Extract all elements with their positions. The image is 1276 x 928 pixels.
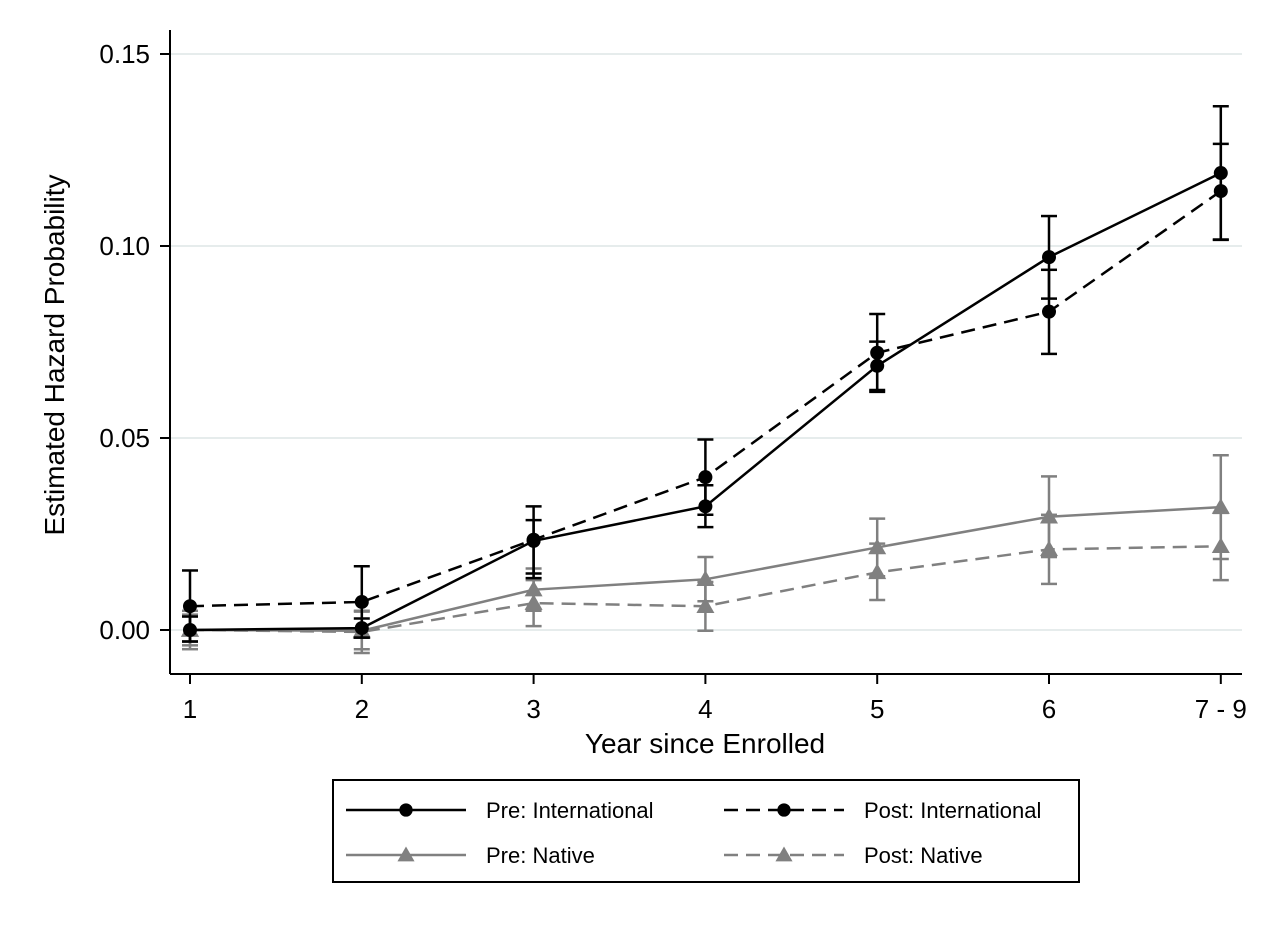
y-tick-label: 0.15 <box>99 39 150 69</box>
data-point <box>524 594 543 610</box>
data-point <box>868 563 887 580</box>
x-axis: 1 2 3 4 5 6 7 - 9 <box>170 673 1247 724</box>
legend-box <box>332 779 1080 883</box>
x-tick-label: 5 <box>870 694 884 724</box>
legend-item: Pre: Native <box>346 843 595 868</box>
data-point <box>696 597 715 613</box>
y-axis-title: Estimated Hazard Probability <box>39 174 70 535</box>
data-point <box>354 594 369 609</box>
y-tick-label: 0.10 <box>99 231 150 261</box>
legend-marker <box>775 846 793 862</box>
data-point <box>526 532 541 547</box>
data-point <box>1211 537 1230 554</box>
legend-marker <box>397 846 415 862</box>
legend-item: Pre: International <box>346 798 654 823</box>
x-tick-label: 4 <box>698 694 712 724</box>
legend-label: Post: Native <box>864 843 983 868</box>
legend-item: Post: International <box>724 798 1041 823</box>
series-post-international <box>182 142 1229 643</box>
series-line <box>189 190 1222 608</box>
x-tick-label: 1 <box>183 694 197 724</box>
y-tick-label: 0.00 <box>99 615 150 645</box>
data-point <box>1213 184 1228 199</box>
y-axis: 0.00 0.05 0.10 0.15 <box>99 30 171 674</box>
data-point <box>183 599 197 614</box>
legend-marker <box>777 803 791 817</box>
x-tick-label: 7 - 9 <box>1195 694 1247 724</box>
data-point <box>1040 540 1058 557</box>
legend-item: Post: Native <box>724 843 983 868</box>
x-tick-label: 3 <box>526 694 540 724</box>
data-point <box>1042 304 1056 319</box>
legend: Pre: International Post: International Pre… <box>332 779 1080 883</box>
legend-label: Post: International <box>864 798 1041 823</box>
x-tick-label: 6 <box>1042 694 1056 724</box>
data-point <box>1211 498 1230 514</box>
legend-label: Pre: International <box>486 798 654 823</box>
legend-marker <box>399 803 413 817</box>
plot-area <box>181 104 1230 655</box>
x-axis-title: Year since Enrolled <box>585 728 825 759</box>
data-point <box>870 345 885 360</box>
gridlines <box>170 53 1242 631</box>
y-tick-label: 0.05 <box>99 423 150 453</box>
legend-label: Pre: Native <box>486 843 595 868</box>
x-tick-label: 2 <box>355 694 369 724</box>
data-point <box>1042 250 1056 265</box>
series-post-native <box>181 511 1230 655</box>
data-point <box>698 470 713 485</box>
